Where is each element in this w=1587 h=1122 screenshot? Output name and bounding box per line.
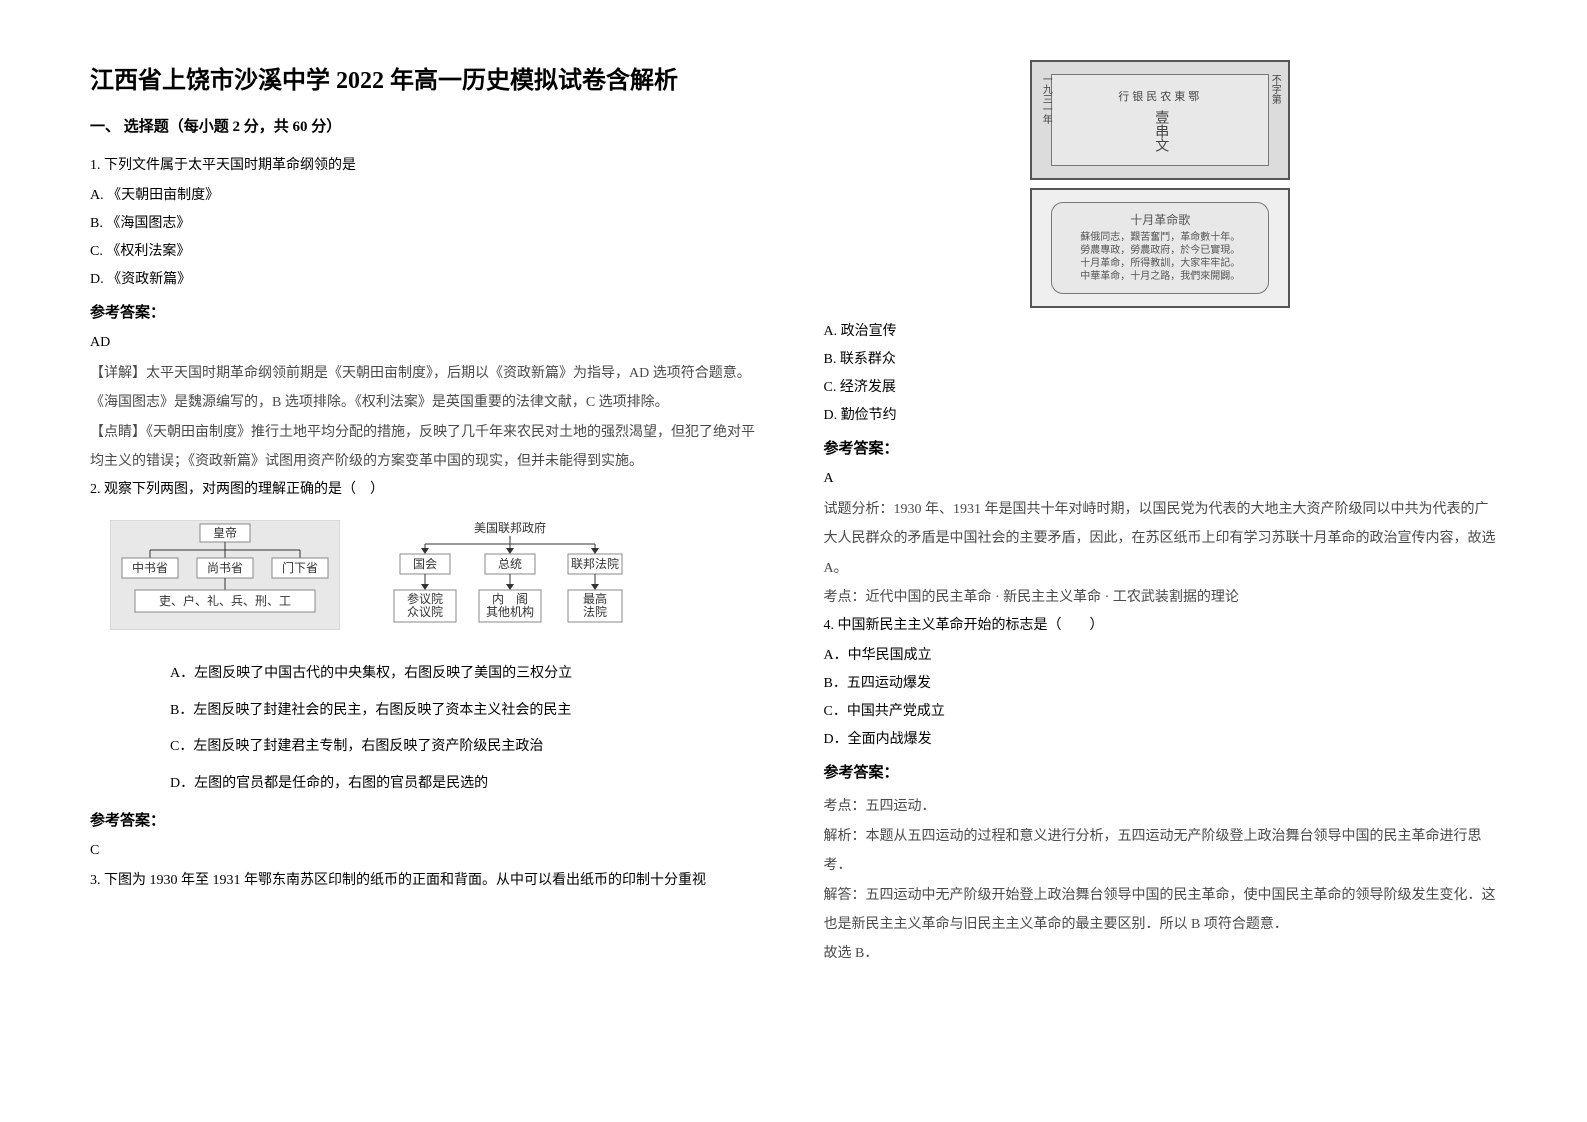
q1-explanation-1: 【详解】太平天国时期革命纲领前期是《天朝田亩制度》，后期以《资政新篇》为指导，A… xyxy=(90,359,764,418)
q4-jieda: 解答：五四运动中无产阶级开始登上政治舞台领导中国的民主革命，使中国民主革命的领导… xyxy=(824,881,1498,940)
svg-text:其他机构: 其他机构 xyxy=(486,604,534,619)
q4-option-d: D．全面内战爆发 xyxy=(824,726,1498,754)
q2-option-b: B．左图反映了封建社会的民主，右图反映了资本主义社会的民主 xyxy=(90,693,764,729)
diagram-left-r1-0: 中书省 xyxy=(132,560,168,575)
q4-option-b: B．五四运动爆发 xyxy=(824,670,1498,698)
q4-option-c: C．中国共产党成立 xyxy=(824,698,1498,726)
q1-option-c: C. 《权利法案》 xyxy=(90,238,764,266)
q1-answer-label: 参考答案： xyxy=(90,298,764,328)
q3-option-b: B. 联系群众 xyxy=(824,346,1498,374)
banknote-front: 一九三一年 行银民农東鄂 壹串文 不字第 xyxy=(1030,60,1290,180)
q4-guxuan: 故选 B． xyxy=(824,939,1498,968)
q3-explanation-1: 试题分析：1930 年、1931 年是国共十年对峙时期，以国民党为代表的大地主大… xyxy=(824,495,1498,583)
banknote-back: 十月革命歌 蘇俄同志，艱苦奮鬥，革命數十年。 勞農專政，勞農政府，於今已實現。 … xyxy=(1030,188,1290,308)
q2-diagrams: 皇帝 中书省 尚书省 门下省 xyxy=(110,520,764,640)
diagram-right-r1-1: 总统 xyxy=(498,557,522,571)
banknote-front-title: 行银民农東鄂 xyxy=(1118,88,1202,104)
page-title: 江西省上饶市沙溪中学 2022 年高一历史模拟试卷含解析 xyxy=(90,60,764,95)
diagram-left-r2: 吏、户、礼、兵、刑、工 xyxy=(159,593,291,608)
q3-option-a: A. 政治宣传 xyxy=(824,318,1498,346)
svg-text:参议院: 参议院 xyxy=(407,591,443,606)
diagram-left-r1-1: 尚书省 xyxy=(207,561,243,575)
q4-stem: 4. 中国新民主主义革命开始的标志是（ ） xyxy=(824,612,1498,640)
q3-option-c: C. 经济发展 xyxy=(824,374,1498,402)
svg-text:法院: 法院 xyxy=(583,605,607,619)
q1-option-b: B. 《海国图志》 xyxy=(90,210,764,238)
diagram-left: 皇帝 中书省 尚书省 门下省 xyxy=(110,520,340,630)
section-header: 一、 选择题（每小题 2 分，共 60 分） xyxy=(90,115,764,136)
banknote-back-l4: 中華革命，十月之路，我們來開闢。 xyxy=(1080,270,1240,283)
q3-explanation-2: 考点：近代中国的民主革命 · 新民主主义革命 · 工农武装割据的理论 xyxy=(824,583,1498,612)
diagram-right-r1-2: 联邦法院 xyxy=(571,557,619,571)
diagram-left-top: 皇帝 xyxy=(213,525,237,540)
banknote-front-left: 一九三一年 xyxy=(1038,74,1053,167)
q4-kaodian: 考点：五四运动． xyxy=(824,792,1498,821)
q3-answer: A xyxy=(824,464,1498,495)
q2-option-c: C．左图反映了封建君主专制，右图反映了资产阶级民主政治 xyxy=(90,729,764,765)
q2-stem: 2. 观察下列两图，对两图的理解正确的是（ ） xyxy=(90,476,764,504)
banknote-back-title: 十月革命歌 xyxy=(1130,213,1190,229)
q1-option-d: D. 《资政新篇》 xyxy=(90,266,764,294)
q3-stem: 3. 下图为 1930 年至 1931 年鄂东南苏区印制的纸币的正面和背面。从中… xyxy=(90,867,764,895)
q3-option-d: D. 勤俭节约 xyxy=(824,402,1498,430)
banknote-back-l1: 蘇俄同志，艱苦奮鬥，革命數十年。 xyxy=(1080,231,1240,244)
svg-text:众议院: 众议院 xyxy=(407,605,443,619)
diagram-left-r1-2: 门下省 xyxy=(282,560,318,575)
banknote-images: 一九三一年 行银民农東鄂 壹串文 不字第 十月革命歌 蘇俄同志，艱苦奮鬥，革命數… xyxy=(1030,60,1290,308)
svg-text:内 阁: 内 阁 xyxy=(492,592,528,606)
q4-option-a: A．中华民国成立 xyxy=(824,642,1498,670)
q2-options: A．左图反映了中国古代的中央集权，右图反映了美国的三权分立 B．左图反映了封建社… xyxy=(90,656,764,802)
q1-explanation-2: 【点睛】《天朝田亩制度》推行土地平均分配的措施，反映了几千年来农民对土地的强烈渴… xyxy=(90,418,764,477)
q1-answer: AD xyxy=(90,328,764,359)
diagram-right-r1-0: 国会 xyxy=(413,557,437,571)
banknote-back-l3: 十月革命，所得教訓，大家牢牢記。 xyxy=(1080,257,1240,270)
q4-answer-label: 参考答案： xyxy=(824,758,1498,788)
diagram-right: 美国联邦政府 国会 总统 联邦法院 xyxy=(380,520,640,640)
q1-option-a: A. 《天朝田亩制度》 xyxy=(90,182,764,210)
banknote-front-center: 壹串文 xyxy=(1150,110,1170,152)
q2-answer-label: 参考答案： xyxy=(90,806,764,836)
diagram-right-top: 美国联邦政府 xyxy=(474,520,546,535)
q1-stem: 1. 下列文件属于太平天国时期革命纲领的是 xyxy=(90,152,764,180)
q2-option-a: A．左图反映了中国古代的中央集权，右图反映了美国的三权分立 xyxy=(90,656,764,692)
svg-text:最高: 最高 xyxy=(583,591,607,606)
banknote-front-right: 不字第 xyxy=(1267,74,1282,167)
q2-answer: C xyxy=(90,836,764,867)
banknote-back-l2: 勞農專政，勞農政府，於今已實現。 xyxy=(1080,244,1240,257)
right-column: 一九三一年 行银民农東鄂 壹串文 不字第 十月革命歌 蘇俄同志，艱苦奮鬥，革命數… xyxy=(824,60,1498,969)
q2-option-d: D．左图的官员都是任命的，右图的官员都是民选的 xyxy=(90,766,764,802)
q3-answer-label: 参考答案： xyxy=(824,434,1498,464)
left-column: 江西省上饶市沙溪中学 2022 年高一历史模拟试卷含解析 一、 选择题（每小题 … xyxy=(90,60,764,969)
q4-jiexi: 解析：本题从五四运动的过程和意义进行分析，五四运动无产阶级登上政治舞台领导中国的… xyxy=(824,822,1498,881)
